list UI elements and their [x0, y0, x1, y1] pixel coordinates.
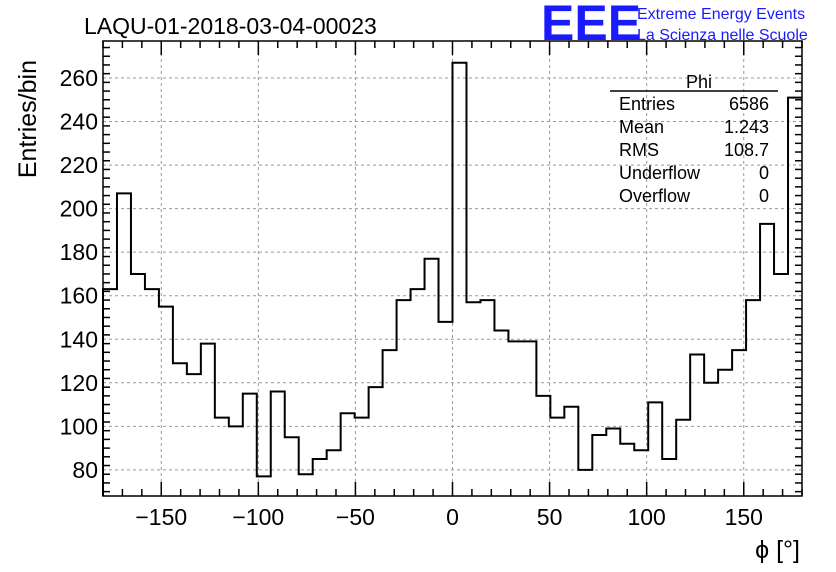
- x-tick-label: −150: [135, 504, 187, 530]
- chart-title: LAQU-01-2018-03-04-00023: [84, 13, 377, 39]
- stats-value: 0: [759, 163, 769, 183]
- stats-value: 6586: [729, 94, 769, 114]
- y-tick-label: 240: [60, 109, 98, 135]
- eee-logo: EEE Extreme Energy Events La Scienza nel…: [541, 0, 808, 51]
- y-tick-label: 140: [60, 326, 98, 352]
- axis-tick-labels: −150 −100 −50 0 50 100 150 80 100 120 140 160 180 200…: [60, 65, 763, 530]
- x-tick-label: −50: [336, 504, 375, 530]
- stats-value: 108.7: [724, 140, 769, 160]
- x-axis-label: ϕ [°]: [755, 536, 800, 564]
- y-tick-label: 100: [60, 413, 98, 439]
- stats-value: 1.243: [724, 117, 769, 137]
- y-tick-label: 160: [60, 283, 98, 309]
- stats-label: Underflow: [619, 163, 701, 183]
- stats-title: Phi: [686, 72, 712, 92]
- histogram-line: [102, 61, 802, 496]
- logo-line-2: La Scienza nelle Scuole: [637, 27, 808, 44]
- y-tick-label: 200: [60, 196, 98, 222]
- y-tick-label: 220: [60, 152, 98, 178]
- y-tick-label: 80: [72, 457, 98, 483]
- y-axis-label: Entries/bin: [14, 60, 42, 178]
- stats-label: Mean: [619, 117, 664, 137]
- x-tick-label: 50: [537, 504, 563, 530]
- stats-label: Overflow: [619, 186, 691, 206]
- stats-rows: Entries 6586 Mean 1.243 RMS 108.7 Underflow 0 Ov…: [619, 94, 769, 206]
- stats-label: RMS: [619, 140, 659, 160]
- x-tick-label: 0: [446, 504, 459, 530]
- logo-line-1: Extreme Energy Events: [637, 6, 805, 23]
- x-tick-label: −100: [232, 504, 284, 530]
- stats-label: Entries: [619, 94, 675, 114]
- x-tick-label: 100: [627, 504, 665, 530]
- logo-text: EEE: [541, 0, 641, 51]
- y-tick-label: 180: [60, 239, 98, 265]
- y-tick-label: 260: [60, 65, 98, 91]
- stats-value: 0: [759, 186, 769, 206]
- x-tick-label: 150: [725, 504, 763, 530]
- axis-ticks: [102, 41, 803, 496]
- stats-box: Phi Entries 6586 Mean 1.243 RMS 108.7 Underflo…: [610, 72, 778, 206]
- y-tick-label: 120: [60, 370, 98, 396]
